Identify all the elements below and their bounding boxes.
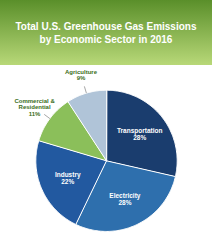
svg-text:Electricity28%: Electricity28% [109,192,140,206]
svg-text:Commercial &Residential11%: Commercial &Residential11% [14,98,55,117]
svg-text:Agriculture9%: Agriculture9% [65,69,98,82]
svg-text:Industry22%: Industry22% [55,171,81,185]
html-text:by Economic Sector in 2016: by Economic Sector in 2016 [39,33,173,45]
html-text:Total U.S. Greenhouse Gas Emis: Total U.S. Greenhouse Gas Emissions [15,20,197,32]
svg-text:Transportation28%: Transportation28% [117,127,163,141]
